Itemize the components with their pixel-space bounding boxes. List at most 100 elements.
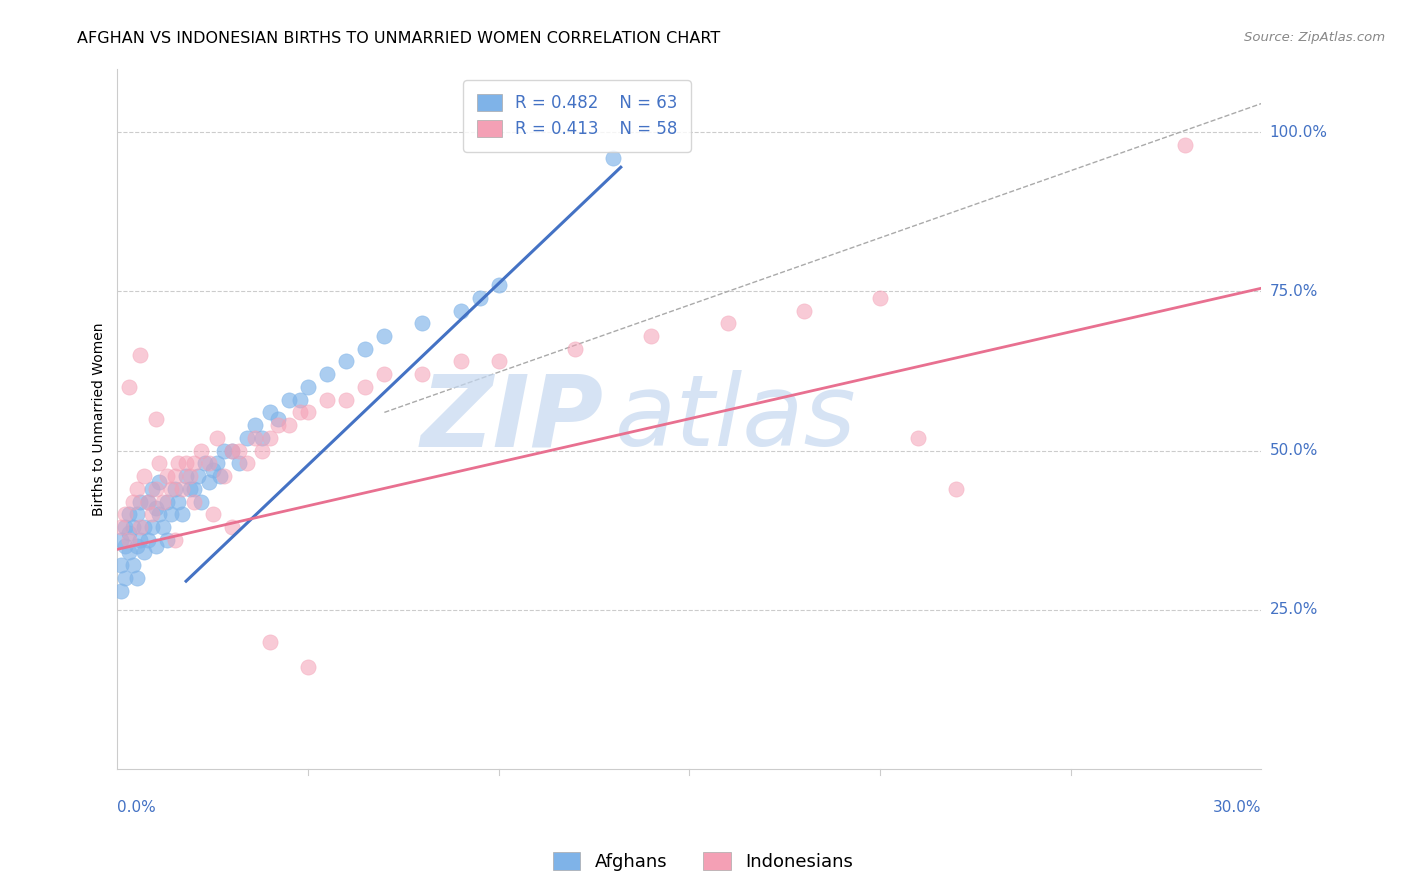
Point <box>205 431 228 445</box>
Point <box>145 539 167 553</box>
Text: atlas: atlas <box>614 370 856 467</box>
Point <box>159 482 181 496</box>
Point <box>243 431 266 445</box>
Point <box>266 411 288 425</box>
Point <box>488 278 510 293</box>
Point <box>152 520 174 534</box>
Point <box>354 342 377 356</box>
Point <box>163 533 186 547</box>
Point <box>114 520 136 534</box>
Point <box>141 508 163 522</box>
Point <box>129 520 152 534</box>
Point <box>118 508 141 522</box>
Point <box>194 456 217 470</box>
Point <box>373 329 395 343</box>
Point <box>716 316 738 330</box>
Point <box>221 443 243 458</box>
Point <box>907 431 929 445</box>
Point <box>114 571 136 585</box>
Text: ZIP: ZIP <box>420 370 603 467</box>
Point <box>114 508 136 522</box>
Point <box>201 463 224 477</box>
Point <box>640 329 662 343</box>
Point <box>259 634 281 648</box>
Point <box>134 469 156 483</box>
Text: 25.0%: 25.0% <box>1270 602 1317 617</box>
Point <box>602 151 624 165</box>
Point <box>129 494 152 508</box>
Point <box>869 291 891 305</box>
Point <box>1174 137 1197 152</box>
Point <box>125 482 148 496</box>
Point <box>316 367 339 381</box>
Point <box>212 469 235 483</box>
Point <box>297 405 319 419</box>
Point <box>212 443 235 458</box>
Point <box>198 475 221 490</box>
Point <box>564 342 586 356</box>
Point <box>156 533 179 547</box>
Point <box>172 482 194 496</box>
Point <box>156 494 179 508</box>
Point <box>354 380 377 394</box>
Point <box>297 660 319 674</box>
Point <box>450 354 472 368</box>
Point <box>145 482 167 496</box>
Point <box>450 303 472 318</box>
Point <box>179 469 201 483</box>
Text: 30.0%: 30.0% <box>1213 799 1261 814</box>
Point <box>121 520 143 534</box>
Point <box>411 316 433 330</box>
Point <box>278 418 301 433</box>
Text: 0.0%: 0.0% <box>118 799 156 814</box>
Point <box>167 456 190 470</box>
Point <box>136 494 159 508</box>
Point <box>183 456 205 470</box>
Point <box>121 558 143 573</box>
Point <box>121 494 143 508</box>
Point <box>141 520 163 534</box>
Point <box>190 443 212 458</box>
Point <box>243 418 266 433</box>
Point <box>183 482 205 496</box>
Point <box>110 558 132 573</box>
Point <box>163 482 186 496</box>
Point <box>134 545 156 559</box>
Point <box>125 508 148 522</box>
Point <box>172 508 194 522</box>
Point <box>145 500 167 515</box>
Point <box>259 431 281 445</box>
Point <box>167 494 190 508</box>
Point <box>148 475 170 490</box>
Point <box>110 520 132 534</box>
Point <box>221 520 243 534</box>
Point <box>118 533 141 547</box>
Point <box>945 482 967 496</box>
Text: 100.0%: 100.0% <box>1270 125 1327 140</box>
Point <box>118 526 141 541</box>
Point <box>148 508 170 522</box>
Point <box>145 411 167 425</box>
Point <box>125 539 148 553</box>
Point <box>290 392 312 407</box>
Point <box>141 482 163 496</box>
Point <box>290 405 312 419</box>
Point <box>136 533 159 547</box>
Point <box>316 392 339 407</box>
Text: Source: ZipAtlas.com: Source: ZipAtlas.com <box>1244 31 1385 45</box>
Point <box>129 348 152 362</box>
Text: 50.0%: 50.0% <box>1270 443 1317 458</box>
Point <box>134 520 156 534</box>
Point <box>236 456 259 470</box>
Point <box>110 583 132 598</box>
Point <box>114 539 136 553</box>
Point <box>259 405 281 419</box>
Point <box>179 482 201 496</box>
Point <box>118 545 141 559</box>
Point <box>468 291 491 305</box>
Point <box>236 431 259 445</box>
Legend: Afghans, Indonesians: Afghans, Indonesians <box>546 845 860 879</box>
Text: AFGHAN VS INDONESIAN BIRTHS TO UNMARRIED WOMEN CORRELATION CHART: AFGHAN VS INDONESIAN BIRTHS TO UNMARRIED… <box>77 31 721 46</box>
Point <box>156 469 179 483</box>
Point <box>228 443 250 458</box>
